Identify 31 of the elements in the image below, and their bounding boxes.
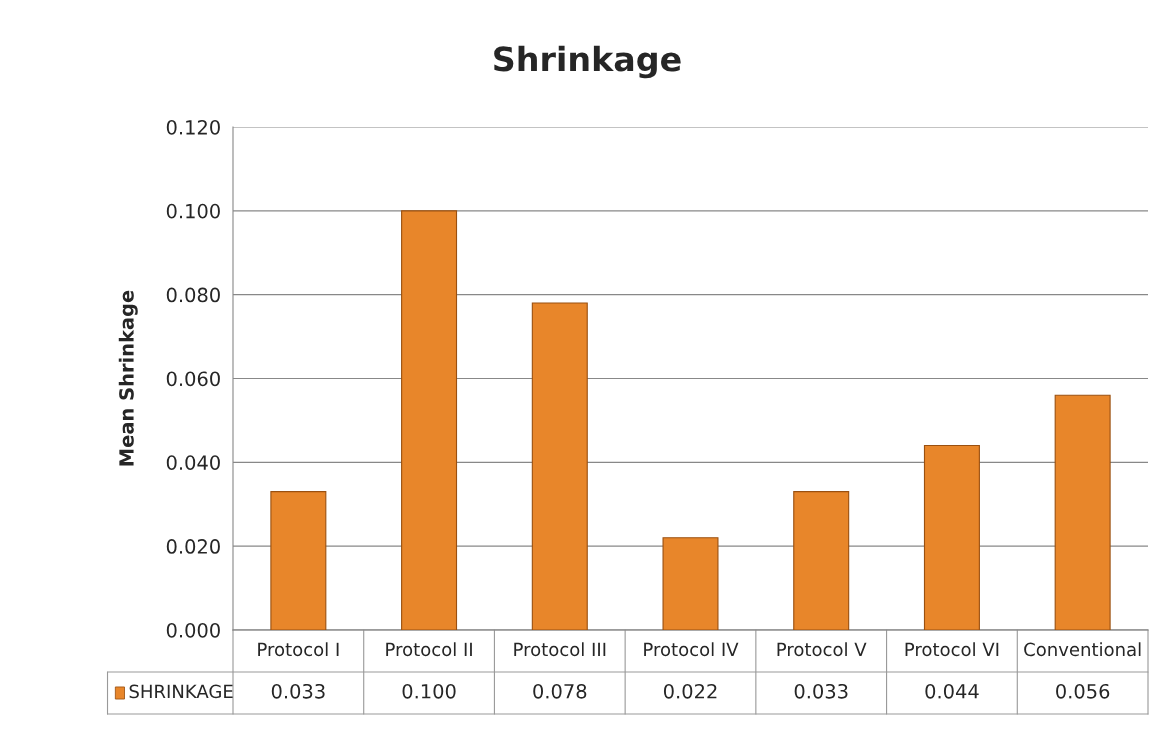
bar xyxy=(531,302,588,630)
y-tick-label: 0.040 xyxy=(166,455,220,470)
data-label: 0.033 xyxy=(271,683,325,699)
x-tick-label: Protocol III xyxy=(514,642,606,657)
y-tick-label: 0.120 xyxy=(166,119,220,135)
x-tick-label: Conventional xyxy=(1024,642,1141,657)
data-label: 0.078 xyxy=(533,683,587,699)
bar xyxy=(1054,394,1111,630)
data-label: 0.033 xyxy=(794,683,848,699)
y-tick-label: 0.000 xyxy=(166,622,220,638)
bar xyxy=(662,537,719,630)
bar xyxy=(923,445,980,630)
x-tick-label: Protocol II xyxy=(386,642,472,657)
legend-label: SHRINKAGE xyxy=(129,684,233,699)
data-label: 0.022 xyxy=(663,683,717,699)
x-tick-label: Protocol IV xyxy=(644,642,739,657)
y-axis-title: Mean Shrinkage xyxy=(118,290,138,466)
data-label: 0.056 xyxy=(1056,683,1110,699)
data-label: 0.044 xyxy=(925,683,979,699)
bar xyxy=(270,491,327,630)
x-tick-label: Protocol V xyxy=(777,642,867,657)
y-tick-label: 0.100 xyxy=(166,203,220,219)
y-tick-label: 0.020 xyxy=(166,539,220,554)
y-tick-label: 0.080 xyxy=(166,287,220,303)
chart-title: Shrinkage xyxy=(494,45,681,79)
bar xyxy=(793,491,850,630)
x-tick-label: Protocol VI xyxy=(905,642,999,657)
y-tick-label: 0.060 xyxy=(166,371,220,387)
bar xyxy=(401,210,458,630)
x-tick-label: Protocol I xyxy=(258,642,339,657)
data-label: 0.100 xyxy=(402,683,456,699)
